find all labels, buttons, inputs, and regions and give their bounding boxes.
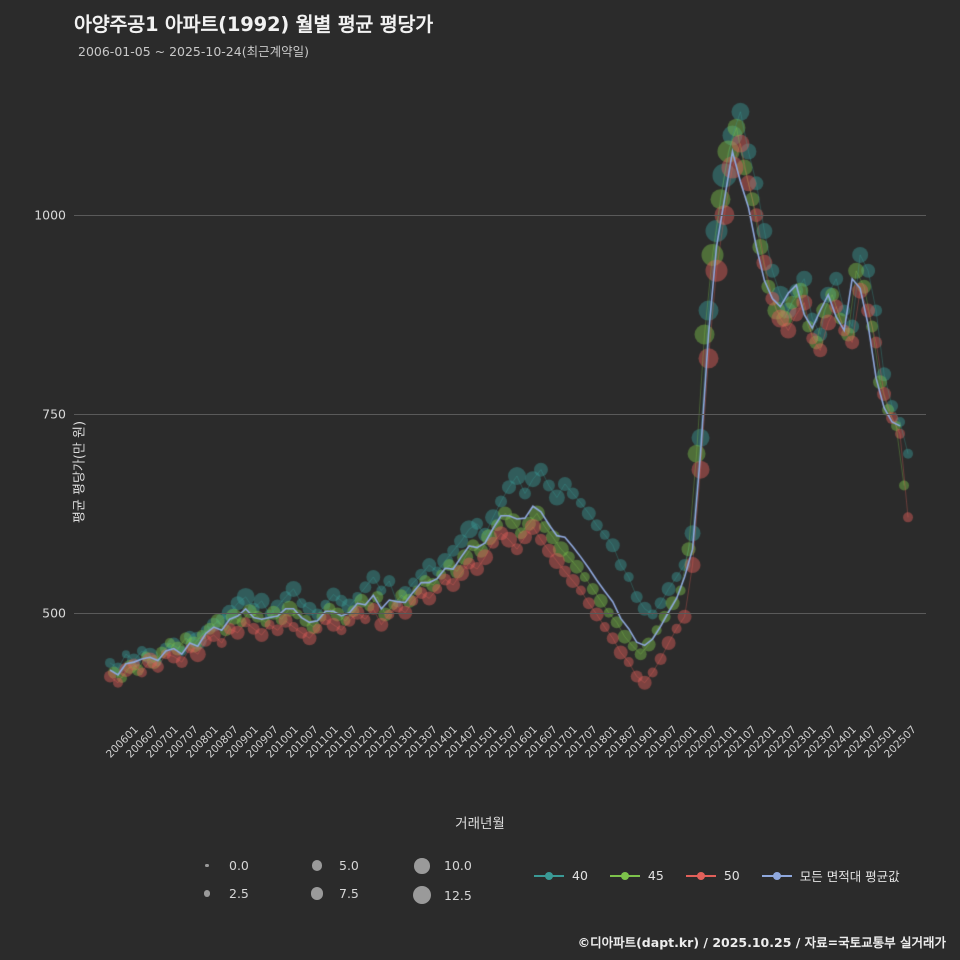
series-legend-label: 50 xyxy=(723,868,740,883)
series-legend-line-icon xyxy=(685,871,716,880)
x-axis-ticks: 200601 200607 200701 200707 200801 200807 2009… xyxy=(74,724,926,812)
size-legend-dot-icon xyxy=(310,887,324,900)
y-axis-label: 평균 평당가(만 원) xyxy=(72,420,88,524)
series-legend-item[interactable]: 40 xyxy=(534,868,588,883)
size-legend-item: 2.5 xyxy=(194,886,249,901)
size-legend-item: 7.5 xyxy=(304,886,359,901)
size-legend-dot-icon xyxy=(311,860,323,871)
size-legend-dot-icon xyxy=(412,886,431,905)
series-legend-label: 45 xyxy=(647,868,664,883)
series-legend-item[interactable]: 50 xyxy=(685,868,740,883)
series-legend-item[interactable]: 모든 면적대 평균값 xyxy=(761,866,900,885)
size-legend-dot-icon xyxy=(414,858,430,874)
gridline xyxy=(74,612,926,614)
series-legend-label: 모든 면적대 평균값 xyxy=(799,869,900,884)
plot-area: 500 750 1000 평균 평당가(만 원) xyxy=(34,72,926,748)
size-legend-item: 5.0 xyxy=(304,858,359,873)
x-axis-label: 거래년월 xyxy=(455,816,505,832)
size-legend-dot-icon xyxy=(203,890,211,897)
page-title: 아양주공1 아파트(1992) 월별 평균 평당가 xyxy=(74,13,433,36)
series-legend: 40 45 50 모든 면적대 평균값 xyxy=(534,866,922,885)
size-legend-label: 7.5 xyxy=(339,886,359,901)
y-tick-label: 500 xyxy=(42,605,66,621)
chart-legend: 0.0 5.0 10.0 2.5 7.5 12.5 40 45 50 모든 면적대 평균값 xyxy=(74,858,926,920)
series-legend-line-icon xyxy=(609,871,640,880)
size-legend-label: 2.5 xyxy=(229,886,249,901)
size-legend-item: 0.0 xyxy=(194,858,249,873)
chart-canvas xyxy=(74,72,926,748)
y-tick-label: 750 xyxy=(42,406,66,422)
footer-credit: ©디아파트(dapt.kr) / 2025.10.25 / 자료=국토교통부 실… xyxy=(577,935,946,950)
size-legend-label: 12.5 xyxy=(444,887,472,903)
series-legend-item[interactable]: 45 xyxy=(609,868,664,883)
size-legend-item: 10.0 xyxy=(409,858,472,874)
y-tick-label: 1000 xyxy=(34,207,66,223)
size-legend-dot-icon xyxy=(205,863,209,868)
size-legend-label: 10.0 xyxy=(444,858,472,874)
size-legend-label: 0.0 xyxy=(229,858,249,873)
series-legend-label: 40 xyxy=(572,868,588,883)
page-subtitle: 2006-01-05 ~ 2025-10-24(최근계약일) xyxy=(78,44,309,59)
gridline xyxy=(74,413,926,415)
series-legend-line-icon xyxy=(534,871,564,880)
size-legend-label: 5.0 xyxy=(339,858,359,873)
series-legend-line-icon xyxy=(761,871,792,880)
size-legend-item: 12.5 xyxy=(409,886,472,905)
gridline xyxy=(74,215,926,217)
